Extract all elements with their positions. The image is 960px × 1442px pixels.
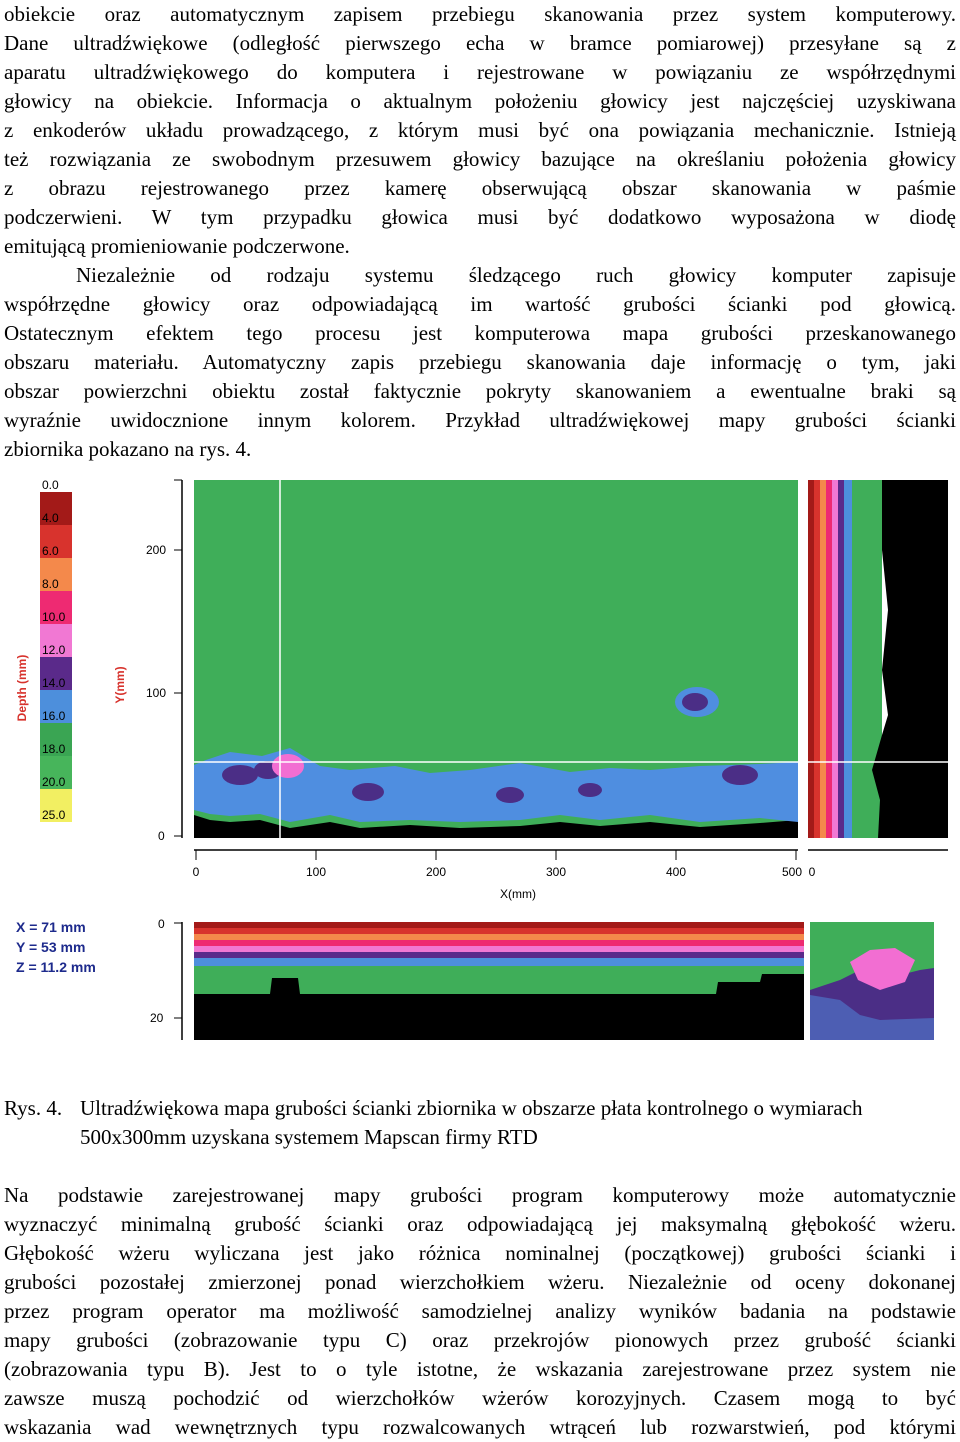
c-scan-map (194, 480, 798, 838)
bscan-tick-0: 0 (158, 917, 165, 931)
legend-swatch (40, 657, 72, 690)
figure-ultrasonic-map: Depth (mm) 0.0 4.0 6.0 8.0 10.0 12.0 14.0 16.0 1… (0, 470, 960, 1050)
legend-swatch (40, 756, 72, 789)
text-line: zbiornika pokazano na rys. 4. (4, 437, 252, 461)
legend-label: 18.0 (42, 742, 66, 756)
text-line: wskazania wad wewnętrznych typu rozwalco… (4, 1415, 956, 1439)
x-tick-500: 500 (782, 865, 802, 879)
text-line: Niezależnie od rodzaju systemu śledząceg… (76, 263, 956, 287)
y-tick-100: 100 (146, 686, 166, 700)
text-line: też rozwiązania ze swobodnym przesuwem g… (4, 147, 956, 171)
legend-label: 16.0 (42, 709, 66, 723)
text-line: (zobrazowania typu B). Jest to o tyle is… (4, 1357, 956, 1381)
bscan-tick-20: 20 (150, 1011, 164, 1025)
paragraph-3: Na podstawie zarejestrowanej mapy gruboś… (4, 1181, 956, 1442)
x-axis-title: X(mm) (500, 887, 536, 901)
c-scan-y-axis: 200 100 0 Y(mm) (113, 479, 183, 843)
legend-label: 12.0 (42, 643, 66, 657)
x-tick-300: 300 (546, 865, 566, 879)
cursor-readout: X = 71 mm Y = 53 mm Z = 11.2 mm (16, 919, 96, 975)
caption-label: Rys. 4. (4, 1096, 63, 1120)
legend-swatch (40, 624, 72, 657)
side-b-scan: 0 (808, 480, 948, 879)
text-line: z enkoderów układu prowadzącego, z który… (4, 118, 956, 142)
text-line: współrzędne głowicy oraz odpowiadającą i… (4, 292, 956, 316)
text-line: obszar powierzchni obiektu został faktyc… (4, 379, 956, 403)
legend-swatch (40, 789, 72, 822)
x-tick-0: 0 (193, 865, 200, 879)
legend-label: 0.0 (42, 478, 59, 492)
legend-swatch (40, 723, 72, 756)
text-line: wyraźnie uwidocznione innym kolorem. Prz… (4, 408, 956, 432)
text-line: podczerwieni. W tym przypadku głowica mu… (4, 205, 956, 229)
x-tick-100: 100 (306, 865, 326, 879)
legend-swatch (40, 690, 72, 723)
text-line: przez program operator ma możliwość samo… (4, 1299, 956, 1323)
legend-label: 20.0 (42, 775, 66, 789)
readout-x: X = 71 mm (16, 919, 86, 935)
text-line: Głębokość wżeru wyliczana jest jako różn… (4, 1241, 956, 1265)
paragraph-2: Niezależnie od rodzaju systemu śledząceg… (4, 261, 956, 464)
legend-label: 25.0 (42, 808, 66, 822)
text-line: grubości pozostałej zmierzonej ponad wie… (4, 1270, 956, 1294)
legend-swatch (40, 492, 72, 525)
legend-label: 8.0 (42, 577, 59, 591)
legend-swatch (40, 525, 72, 558)
readout-z: Z = 11.2 mm (16, 959, 96, 975)
text-line: emitującą promieniowanie podczerwone. (4, 234, 350, 258)
text-line: Na podstawie zarejestrowanej mapy gruboś… (4, 1183, 956, 1207)
x-tick-200: 200 (426, 865, 446, 879)
y-tick-0: 0 (158, 829, 165, 843)
legend-swatch (40, 591, 72, 624)
y-axis-title: Y(mm) (113, 666, 127, 703)
legend-label: 4.0 (42, 511, 59, 525)
bottom-b-scan: 0 20 (150, 917, 934, 1040)
depth-legend: Depth (mm) 0.0 4.0 6.0 8.0 10.0 12.0 14.0 16.0 1… (15, 478, 72, 822)
text-line: obszaru materiału. Automatyczny zapis pr… (4, 350, 956, 374)
text-line: zawsze muszą pochodzić od wierzchołków w… (4, 1386, 956, 1410)
text-line: aparatu ultradźwiękowego do komputera i … (4, 60, 956, 84)
paragraph-1: obiekcie oraz automatycznym zapisem prze… (4, 0, 956, 261)
readout-y: Y = 53 mm (16, 939, 85, 955)
side-tick-0: 0 (809, 865, 816, 879)
x-tick-400: 400 (666, 865, 686, 879)
text-line: Dane ultradźwiękowe (odległość pierwszeg… (4, 31, 956, 55)
legend-title: Depth (mm) (15, 655, 29, 722)
y-tick-200: 200 (146, 543, 166, 557)
text-line: mapy grubości (zobrazowanie typu C) oraz… (4, 1328, 956, 1352)
figure-caption: Rys. 4. Ultradźwiękowa mapa grubości ścia… (4, 1094, 956, 1152)
c-scan-x-axis: 0 100 200 300 400 500 X(mm) (193, 849, 802, 901)
legend-label: 10.0 (42, 610, 66, 624)
legend-label: 14.0 (42, 676, 66, 690)
text-line: głowicy na obiekcie. Informacja o aktual… (4, 89, 956, 113)
text-line: z obrazu rejestrowanego przez kamerę obs… (4, 176, 956, 200)
text-line: obiekcie oraz automatycznym zapisem prze… (4, 2, 956, 26)
caption-text: Ultradźwiękowa mapa grubości ścianki zbi… (80, 1096, 863, 1149)
legend-swatch (40, 558, 72, 591)
legend-label: 6.0 (42, 544, 59, 558)
text-line: wyznaczyć minimalną grubość ścianki oraz… (4, 1212, 956, 1236)
text-line: Ostatecznym efektem tego procesu jest ko… (4, 321, 956, 345)
